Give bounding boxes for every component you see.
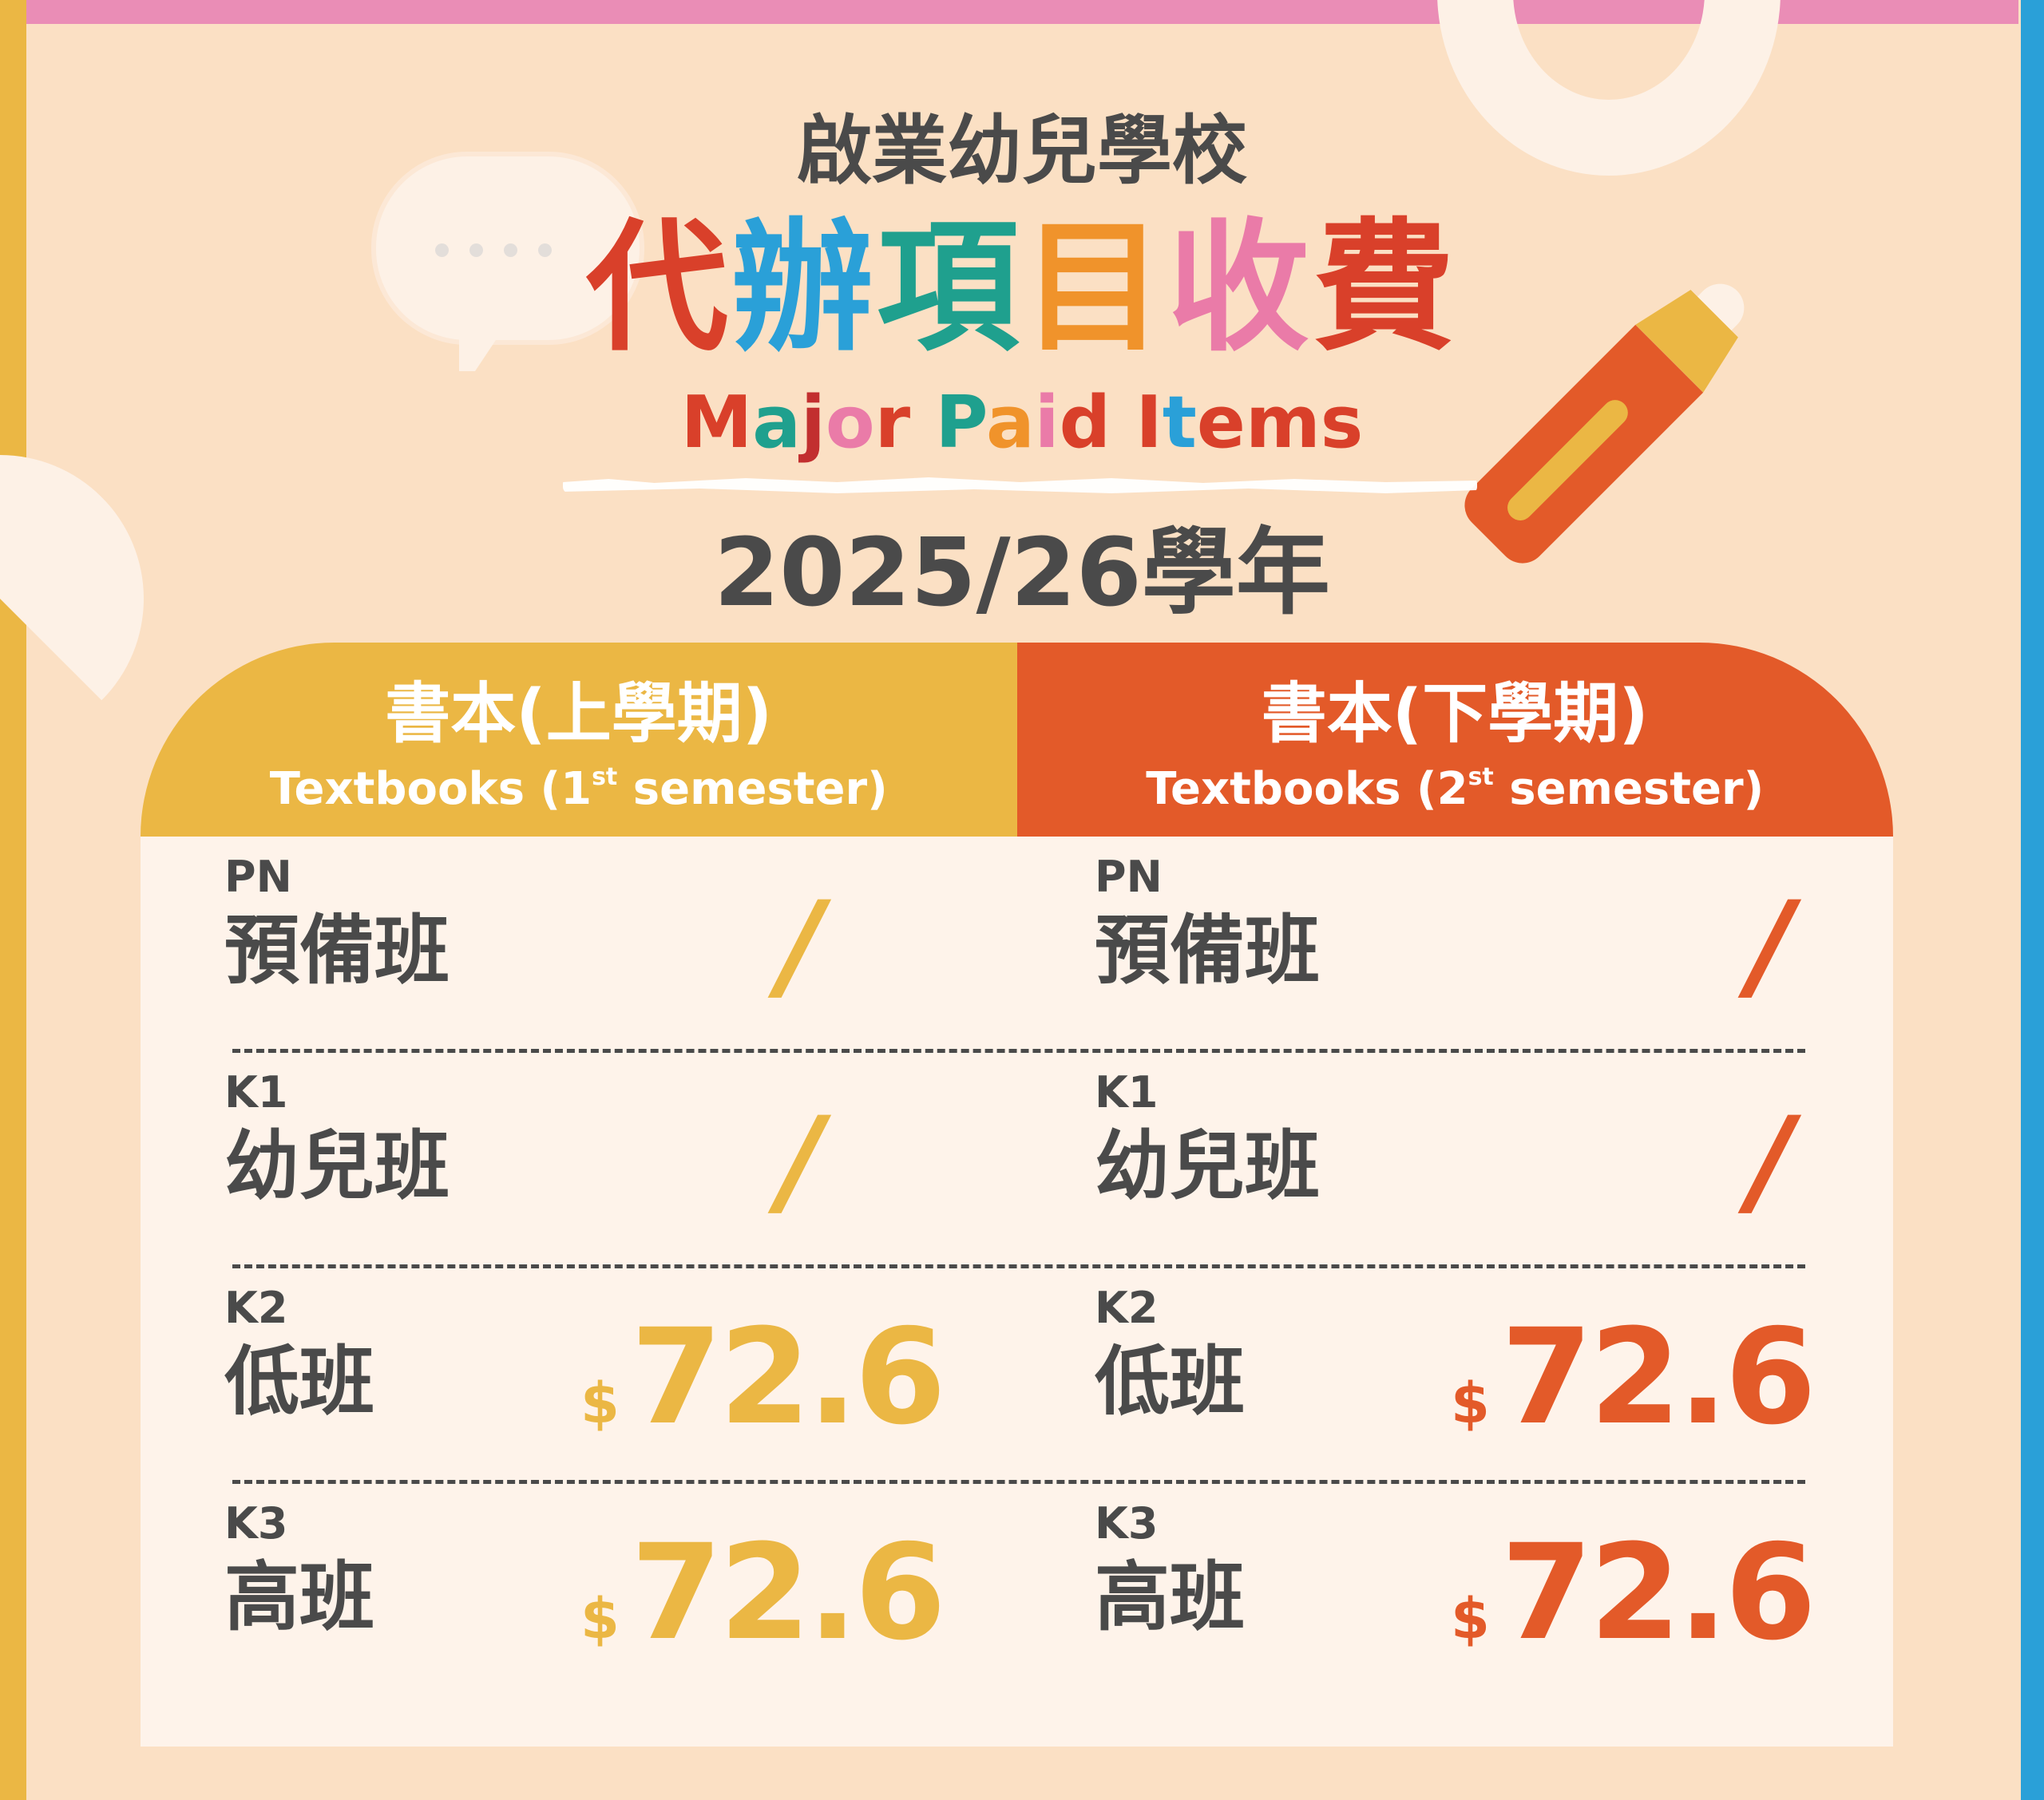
class-code: K1 — [224, 1067, 288, 1118]
class-code: PN — [224, 852, 292, 902]
class-code: K3 — [224, 1498, 288, 1549]
class-name: 預備班 — [1095, 908, 1321, 995]
column-header-second-semester: 書本(下學期) Textbooks (2st semester) — [1016, 643, 1894, 837]
class-code: PN — [1095, 852, 1163, 902]
table-cell-second: PN 預備班 / — [1011, 837, 1881, 1052]
fee-value: / — [779, 1092, 823, 1232]
column-title-en-suffix: semester) — [1493, 763, 1765, 815]
left-color-bar — [0, 0, 26, 1800]
right-color-bar — [2021, 0, 2044, 1800]
table-cell-first: K1 幼兒班 / — [141, 1052, 1011, 1268]
fee-table: 書本(上學期) Textbooks (1st semester) 書本(下學期)… — [141, 643, 1893, 1747]
table-row: K2 低班 $72.6 K2 低班 $72.6 — [141, 1268, 1893, 1483]
fee-value: $72.6 — [1451, 1307, 1816, 1447]
table-cell-first: K2 低班 $72.6 — [141, 1268, 1011, 1483]
not-applicable-mark: / — [1749, 876, 1793, 1015]
column-title-en-suffix: semester) — [617, 763, 888, 815]
class-name: 低班 — [224, 1339, 375, 1426]
table-cell-first: K3 高班 $72.6 — [141, 1483, 1011, 1699]
fee-amount: 72.6 — [1500, 1516, 1816, 1669]
column-title-zh: 書本(上學期) — [385, 676, 773, 752]
class-code: K3 — [1095, 1498, 1159, 1549]
class-name: 高班 — [1095, 1554, 1246, 1641]
english-title: Major Paid Items — [680, 381, 1364, 465]
column-title-en: Textbooks (1st semester) — [141, 765, 1017, 814]
fee-value: / — [779, 876, 823, 1016]
fee-value: / — [1749, 876, 1793, 1016]
row-divider — [232, 1480, 1805, 1484]
class-name: 幼兒班 — [224, 1123, 450, 1210]
column-title-en: Textbooks (2st semester) — [1017, 765, 1894, 814]
currency-symbol: $ — [1451, 1371, 1490, 1436]
column-title-en-prefix: Textbooks (1 — [269, 763, 592, 815]
fee-amount: 72.6 — [1500, 1300, 1816, 1454]
fee-amount: 72.6 — [630, 1300, 946, 1454]
main-title: 代辦項目收費 — [586, 205, 1458, 370]
class-code: K2 — [224, 1283, 288, 1333]
not-applicable-mark: / — [1749, 1092, 1793, 1231]
table-row: PN 預備班 / PN 預備班 / — [141, 837, 1893, 1052]
school-name: 啟業幼兒學校 — [796, 108, 1247, 195]
fee-value: $72.6 — [580, 1307, 946, 1447]
fee-amount: 72.6 — [630, 1516, 946, 1669]
table-cell-first: PN 預備班 / — [141, 837, 1011, 1052]
class-name: 幼兒班 — [1095, 1123, 1321, 1210]
column-header-first-semester: 書本(上學期) Textbooks (1st semester) — [141, 643, 1017, 837]
table-row: K1 幼兒班 / K1 幼兒班 / — [141, 1052, 1893, 1268]
currency-symbol: $ — [580, 1586, 620, 1652]
column-title-zh: 書本(下學期) — [1261, 676, 1649, 752]
typing-dots-icon — [435, 243, 552, 257]
table-cell-second: K3 高班 $72.6 — [1011, 1483, 1881, 1699]
fee-value: $72.6 — [1451, 1523, 1816, 1663]
currency-symbol: $ — [580, 1371, 620, 1436]
table-row: K3 高班 $72.6 K3 高班 $72.6 — [141, 1483, 1893, 1699]
table-cell-second: K1 幼兒班 / — [1011, 1052, 1881, 1268]
column-title-en-sup: st — [1468, 763, 1494, 791]
table-cell-second: K2 低班 $72.6 — [1011, 1268, 1881, 1483]
row-divider — [232, 1049, 1805, 1053]
speech-bubble-tail — [459, 323, 507, 371]
class-name: 低班 — [1095, 1339, 1246, 1426]
column-title-en-sup: st — [592, 763, 618, 791]
column-title-en-prefix: Textbooks (2 — [1146, 763, 1468, 815]
currency-symbol: $ — [1451, 1586, 1490, 1652]
school-year: 2025/26學年 — [714, 517, 1330, 627]
class-code: K2 — [1095, 1283, 1159, 1333]
table-header: 書本(上學期) Textbooks (1st semester) 書本(下學期)… — [141, 643, 1893, 837]
table-body: PN 預備班 / PN 預備班 / K1 幼兒班 / K1 幼兒班 / K2 低班 $72.6 K2 低班 $72… — [141, 837, 1893, 1747]
class-code: K1 — [1095, 1067, 1159, 1118]
row-divider — [232, 1264, 1805, 1268]
class-name: 高班 — [224, 1554, 375, 1641]
not-applicable-mark: / — [779, 876, 823, 1015]
class-name: 預備班 — [224, 908, 450, 995]
fee-value: $72.6 — [580, 1523, 946, 1663]
chalk-underline — [563, 477, 1477, 493]
not-applicable-mark: / — [779, 1092, 823, 1231]
fee-value: / — [1749, 1092, 1793, 1232]
